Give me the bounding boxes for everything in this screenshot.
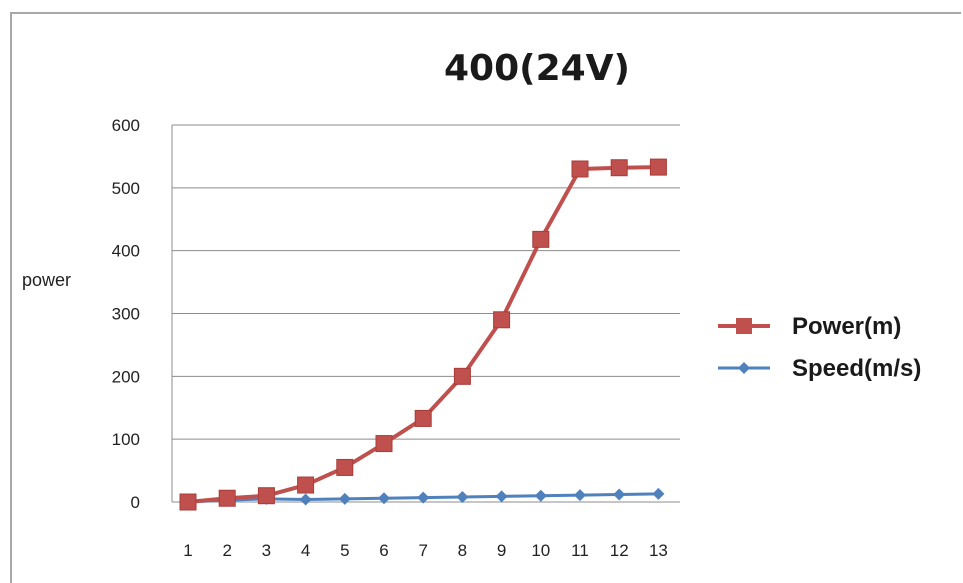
x-tick-label: 9 — [497, 541, 506, 560]
y-axis-label: power — [22, 270, 71, 290]
data-point — [456, 490, 469, 503]
data-point — [338, 492, 351, 505]
legend: Power(m) Speed(m/s) — [718, 313, 921, 382]
x-tick-label: 4 — [301, 541, 310, 560]
data-point — [297, 476, 315, 494]
data-point — [610, 159, 628, 177]
data-point — [453, 367, 471, 385]
legend-label: Speed(m/s) — [792, 355, 921, 382]
y-tick-label: 400 — [112, 242, 140, 261]
x-tick-label: 6 — [379, 541, 388, 560]
data-point — [493, 311, 511, 329]
data-point — [375, 435, 393, 453]
series-line — [187, 165, 659, 504]
data-point — [257, 487, 275, 505]
data-point — [336, 458, 354, 476]
x-tick-label: 8 — [458, 541, 467, 560]
x-tick-label: 5 — [340, 541, 349, 560]
x-tick-label: 12 — [610, 541, 629, 560]
data-point — [414, 409, 432, 427]
data-point — [417, 491, 430, 504]
chart-title: 400(24V) — [444, 48, 630, 89]
legend-marker — [736, 318, 752, 334]
legend-entry: Power(m) — [718, 313, 901, 340]
data-point — [534, 489, 547, 502]
x-tick-label: 13 — [649, 541, 668, 560]
data-point — [652, 487, 665, 500]
data-point — [532, 230, 550, 248]
x-tick-label: 3 — [262, 541, 271, 560]
chart-frame — [10, 12, 961, 583]
x-tick-label: 2 — [222, 541, 231, 560]
y-tick-label: 600 — [112, 116, 140, 135]
y-tick-label: 0 — [131, 493, 140, 512]
legend-marker — [738, 362, 750, 374]
series-lines — [179, 158, 667, 511]
x-tick-label: 1 — [183, 541, 192, 560]
y-tick-label: 200 — [112, 367, 140, 386]
legend-label: Power(m) — [792, 313, 901, 340]
y-tick-label: 300 — [112, 305, 140, 324]
data-point — [613, 488, 626, 501]
x-tick-label: 7 — [418, 541, 427, 560]
gridlines — [171, 124, 680, 503]
x-tick-label: 10 — [531, 541, 550, 560]
data-point — [378, 492, 390, 505]
series-power — [179, 158, 667, 511]
data-point — [649, 158, 667, 176]
data-point — [218, 489, 236, 507]
data-point — [299, 493, 312, 506]
y-tick-label: 500 — [112, 179, 140, 198]
x-tick-label: 11 — [571, 541, 589, 560]
data-point — [179, 493, 197, 511]
legend-entry: Speed(m/s) — [718, 355, 921, 382]
y-tick-label: 100 — [112, 430, 140, 449]
data-point — [571, 160, 589, 178]
data-point — [495, 490, 508, 503]
data-point — [574, 489, 586, 502]
